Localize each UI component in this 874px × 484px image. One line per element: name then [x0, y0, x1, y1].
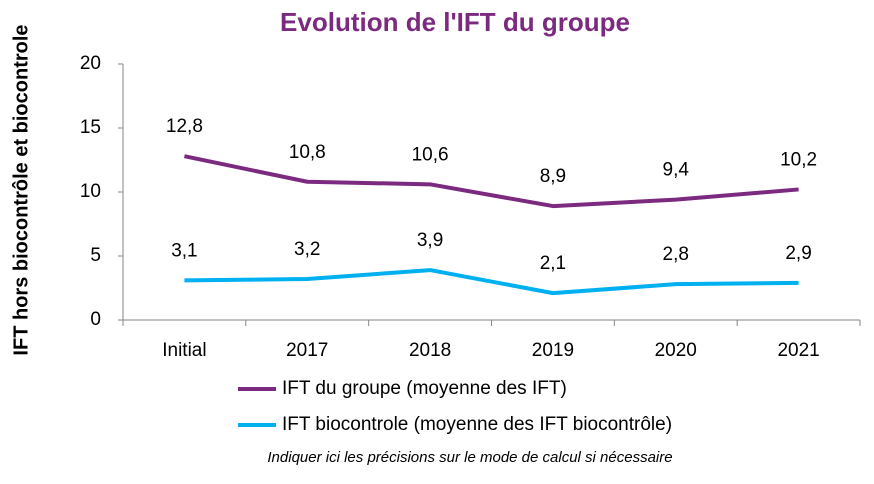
x-tick-label: 2018 — [409, 340, 451, 361]
data-label: 8,9 — [540, 166, 566, 187]
chart-title: Evolution de l'IFT du groupe — [280, 7, 630, 37]
data-label: 12,8 — [166, 116, 203, 137]
data-label: 10,8 — [289, 142, 326, 163]
y-tick-label: 10 — [80, 181, 101, 202]
x-tick-label: 2021 — [777, 340, 819, 361]
y-axis-label: IFT hors biocontrôle et biocontrole — [10, 24, 32, 355]
y-tick-label: 15 — [80, 117, 101, 138]
y-tick-label: 20 — [80, 53, 101, 74]
footnote: Indiquer ici les précisions sur le mode … — [267, 449, 672, 466]
data-label: 2,9 — [785, 243, 811, 264]
data-label: 9,4 — [663, 160, 690, 181]
x-tick-label: 2019 — [532, 340, 574, 361]
series-line — [184, 154, 799, 209]
x-tick-label: Initial — [162, 340, 206, 361]
data-label: 10,2 — [780, 149, 817, 170]
data-label: 10,6 — [412, 144, 449, 165]
data-label: 2,8 — [663, 244, 689, 265]
y-tick-label: 0 — [90, 309, 101, 330]
data-label: 3,9 — [417, 230, 443, 251]
data-label: 2,1 — [540, 253, 566, 274]
x-tick-label: 2020 — [655, 340, 697, 361]
legend-label: IFT biocontrole (moyenne des IFT biocont… — [282, 414, 672, 435]
legend-label: IFT du groupe (moyenne des IFT) — [282, 378, 567, 399]
y-tick-label: 5 — [90, 245, 101, 266]
data-label: 3,1 — [171, 240, 197, 261]
series-line — [184, 268, 799, 296]
x-tick-label: 2017 — [286, 340, 328, 361]
data-label: 3,2 — [294, 239, 320, 260]
